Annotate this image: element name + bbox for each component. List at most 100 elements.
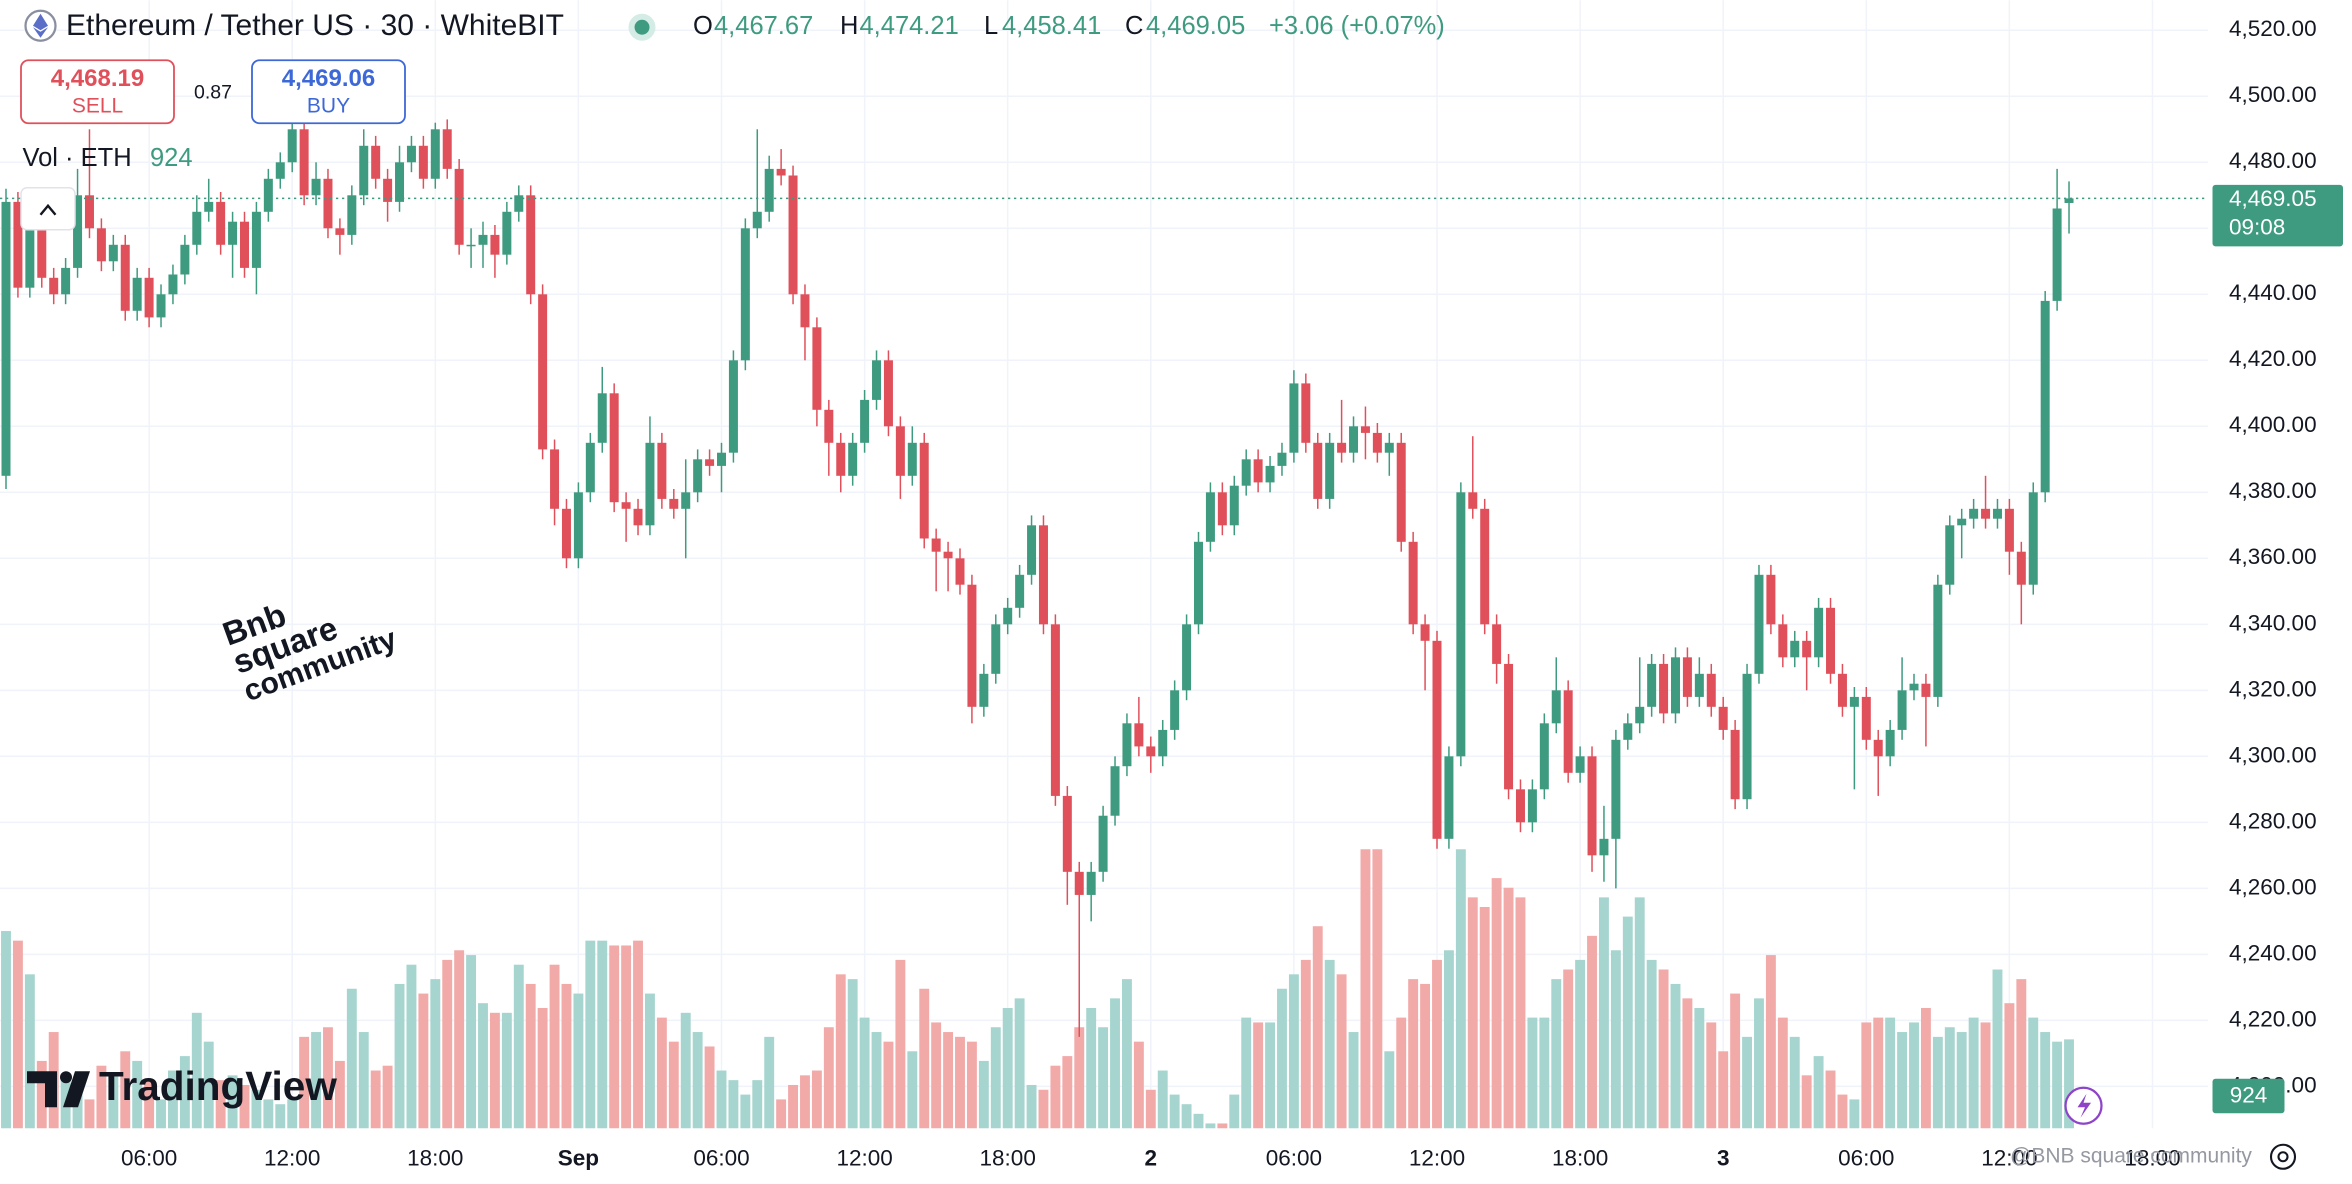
volume-bar xyxy=(633,940,643,1129)
buy-button[interactable]: 4,469.06 BUY xyxy=(251,59,406,125)
candle-body xyxy=(1826,607,1836,674)
candle-body xyxy=(1098,815,1108,872)
candle-body xyxy=(609,393,619,503)
volume-bar xyxy=(621,945,632,1129)
candle-body xyxy=(1754,574,1764,674)
volume-bar xyxy=(1909,1022,1919,1129)
candle-body xyxy=(1050,624,1060,796)
volume-bar xyxy=(1718,1051,1729,1129)
candle-body xyxy=(1933,584,1943,697)
x-tick-label: 06:00 xyxy=(1266,1146,1322,1171)
candle-body xyxy=(2028,492,2038,585)
symbol-title[interactable]: Ethereum / Tether US · 30 · WhiteBIT xyxy=(66,9,564,42)
legend-key: O xyxy=(693,12,713,40)
candle-body xyxy=(955,558,965,585)
volume-bar xyxy=(1491,878,1502,1129)
sell-price[interactable]: 4,468.19 xyxy=(51,65,144,92)
volume-bar xyxy=(811,1070,822,1129)
candle-body xyxy=(1,201,11,476)
candle-body xyxy=(1158,729,1168,757)
sell-box[interactable] xyxy=(20,59,175,125)
sell-label[interactable]: SELL xyxy=(72,94,123,117)
volume-bar xyxy=(370,1070,381,1129)
buy-price[interactable]: 4,469.06 xyxy=(282,65,375,92)
countdown: 09:08 xyxy=(2229,214,2285,239)
candle-body xyxy=(180,244,190,275)
candle-body xyxy=(1134,723,1144,747)
candle-body xyxy=(645,442,655,526)
volume-bar xyxy=(549,964,560,1129)
lightning-icon[interactable] xyxy=(2077,1093,2092,1118)
logo-text: TradingView xyxy=(99,1063,337,1109)
footer-watermark: @BNB square community xyxy=(2010,1144,2252,1167)
settings-icon[interactable] xyxy=(2269,1143,2297,1170)
volume-bar xyxy=(2064,1039,2074,1129)
candle-body xyxy=(1861,696,1871,740)
candle-body xyxy=(1694,673,1704,697)
volume-bar xyxy=(1634,897,1645,1129)
candle-body xyxy=(371,145,381,179)
volume-bar xyxy=(1479,906,1490,1129)
candle-body xyxy=(466,244,476,247)
candle-body xyxy=(335,228,345,235)
candle-body xyxy=(872,360,882,400)
settings-ring[interactable] xyxy=(2269,1143,2297,1170)
candle-body xyxy=(108,244,118,262)
volume-bar xyxy=(478,1003,488,1129)
volume-bar xyxy=(907,1051,918,1129)
candle-body xyxy=(907,442,917,476)
candle-body xyxy=(25,211,35,288)
candle-body xyxy=(1468,492,1478,509)
candle-body xyxy=(1360,426,1370,433)
chevron[interactable] xyxy=(39,203,57,216)
volume-bar xyxy=(251,1089,262,1129)
volume-bar xyxy=(943,1032,954,1129)
volume-bar xyxy=(990,1027,1001,1129)
candle-body xyxy=(1718,706,1728,730)
candle-body xyxy=(561,508,571,559)
volume-bar xyxy=(931,1022,942,1129)
candle-body xyxy=(1384,442,1394,453)
candle-body xyxy=(1659,663,1669,714)
collapse-button[interactable] xyxy=(20,187,76,231)
volume-bar xyxy=(12,940,23,1129)
settings-core[interactable] xyxy=(2277,1151,2289,1163)
candle-body xyxy=(1778,624,1788,658)
buy-label[interactable]: BUY xyxy=(307,94,350,117)
candle-body xyxy=(538,294,548,450)
volume-bar xyxy=(1682,998,1693,1129)
candle-body xyxy=(895,426,905,476)
candle-body xyxy=(2052,208,2062,301)
volume-bar xyxy=(168,1070,178,1129)
volume-bar xyxy=(454,950,465,1129)
candle-body xyxy=(550,449,560,509)
x-tick-label: 12:00 xyxy=(1981,1146,2037,1171)
candle-body xyxy=(1408,541,1418,625)
candle-body xyxy=(1527,789,1537,823)
legend-key: C xyxy=(1125,12,1143,40)
candle-body xyxy=(1265,465,1275,483)
buy-box[interactable] xyxy=(251,59,406,125)
candle-body xyxy=(919,442,929,539)
volume-bar xyxy=(489,1012,500,1129)
volume-bar xyxy=(179,1056,190,1129)
sell-button[interactable]: 4,468.19 SELL xyxy=(20,59,175,125)
volume-bar xyxy=(1849,1099,1860,1129)
logo-mark xyxy=(63,1071,90,1108)
volume-bar xyxy=(704,1046,715,1129)
volume-bar xyxy=(466,955,477,1129)
y-tick-label: 4,260.00 xyxy=(2229,874,2317,899)
volume-bar xyxy=(1897,1032,1908,1129)
current-price-label: 4,469.05 xyxy=(2229,186,2317,211)
x-tick-label: 18:00 xyxy=(407,1146,463,1171)
volume-bar xyxy=(1324,959,1335,1129)
y-tick-label: 4,300.00 xyxy=(2229,742,2317,767)
volume-bar xyxy=(1133,1041,1144,1129)
y-tick-label: 4,500.00 xyxy=(2229,82,2317,107)
x-tick-label: Sep xyxy=(558,1146,599,1171)
candle-body xyxy=(967,584,977,707)
candle-body xyxy=(275,162,285,179)
candle-body xyxy=(717,452,726,466)
candle-body xyxy=(1277,452,1287,466)
collapse-box[interactable] xyxy=(20,187,76,231)
